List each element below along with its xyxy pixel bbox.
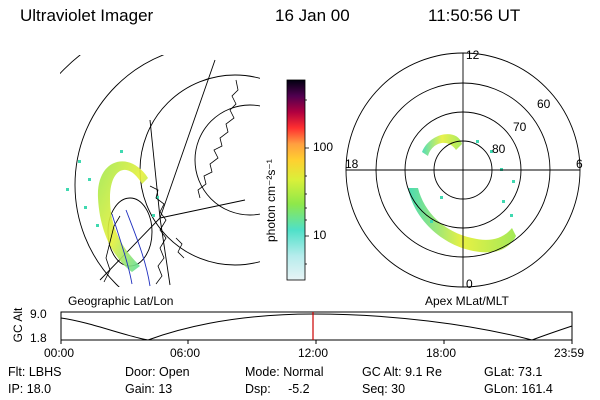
altitude-xtick: 06:00 [170, 346, 201, 360]
status-mode: Mode: Normal [245, 365, 324, 379]
colorbar-ticks [305, 99, 309, 265]
aurora-speckles [66, 150, 159, 227]
instrument-title: Ultraviolet Imager [20, 6, 154, 25]
mlat-label-70: 70 [513, 120, 527, 134]
status-filter: Flt: LBHS [8, 365, 62, 379]
colorbar-unit-label: photon cm⁻²s⁻¹ [264, 159, 278, 242]
altitude-xtick: 23:59 [554, 346, 585, 360]
left-panel-caption: Geographic Lat/Lon [68, 294, 174, 308]
aurora-speckles [430, 140, 515, 223]
altitude-plot [60, 311, 573, 344]
mlat-label-80: 80 [492, 142, 506, 156]
meridian-line [159, 59, 216, 219]
date-label: 16 Jan 00 [275, 6, 350, 25]
altitude-frame [60, 311, 573, 341]
status-glat: GLat: 73.1 [484, 365, 543, 379]
altitude-curve [60, 313, 573, 341]
status-glon: GLon: 161.4 [484, 382, 553, 396]
altitude-ytick-1: 1.8 [30, 331, 47, 345]
status-gc-alt: GC Alt: 9.1 Re [362, 365, 442, 379]
aurora-oval [408, 188, 516, 253]
altitude-ticks [60, 340, 573, 344]
lat-circle [74, 55, 165, 287]
altitude-xtick: 12:00 [298, 346, 329, 360]
lat-circle [194, 104, 260, 216]
colorbar-tick-100: 100 [313, 140, 334, 154]
right-panel-caption: Apex MLat/MLT [425, 294, 509, 308]
meridian-line [159, 199, 246, 219]
status-dsp: Dsp: -5.2 [245, 382, 310, 396]
status-gain: Gain: 13 [125, 382, 173, 396]
polar-plot [345, 52, 581, 288]
meridian-line [149, 119, 161, 219]
colorbar [286, 79, 306, 281]
mlt-label-12: 12 [466, 48, 480, 62]
status-ip: IP: 18.0 [8, 382, 52, 396]
altitude-ytick-9: 9.0 [30, 307, 47, 321]
mlt-label-6: 6 [576, 157, 583, 171]
status-door: Door: Open [125, 365, 190, 379]
aurora-arc [422, 134, 462, 156]
mlt-label-0: 0 [466, 277, 473, 291]
meridian-line [159, 217, 171, 286]
altitude-ylabel: GC Alt [11, 307, 25, 343]
colorbar-tick-10: 10 [313, 228, 327, 242]
altitude-xtick: 18:00 [426, 346, 457, 360]
time-label: 11:50:56 UT [428, 6, 521, 25]
altitude-xtick: 00:00 [44, 346, 75, 360]
geographic-map [60, 55, 260, 287]
lat-circle [60, 55, 81, 75]
mlat-label-60: 60 [537, 97, 551, 111]
status-seq: Seq: 30 [362, 382, 406, 396]
aurora-arc [97, 161, 148, 272]
boundary-lines [111, 209, 151, 287]
mlt-label-18: 18 [345, 157, 359, 171]
